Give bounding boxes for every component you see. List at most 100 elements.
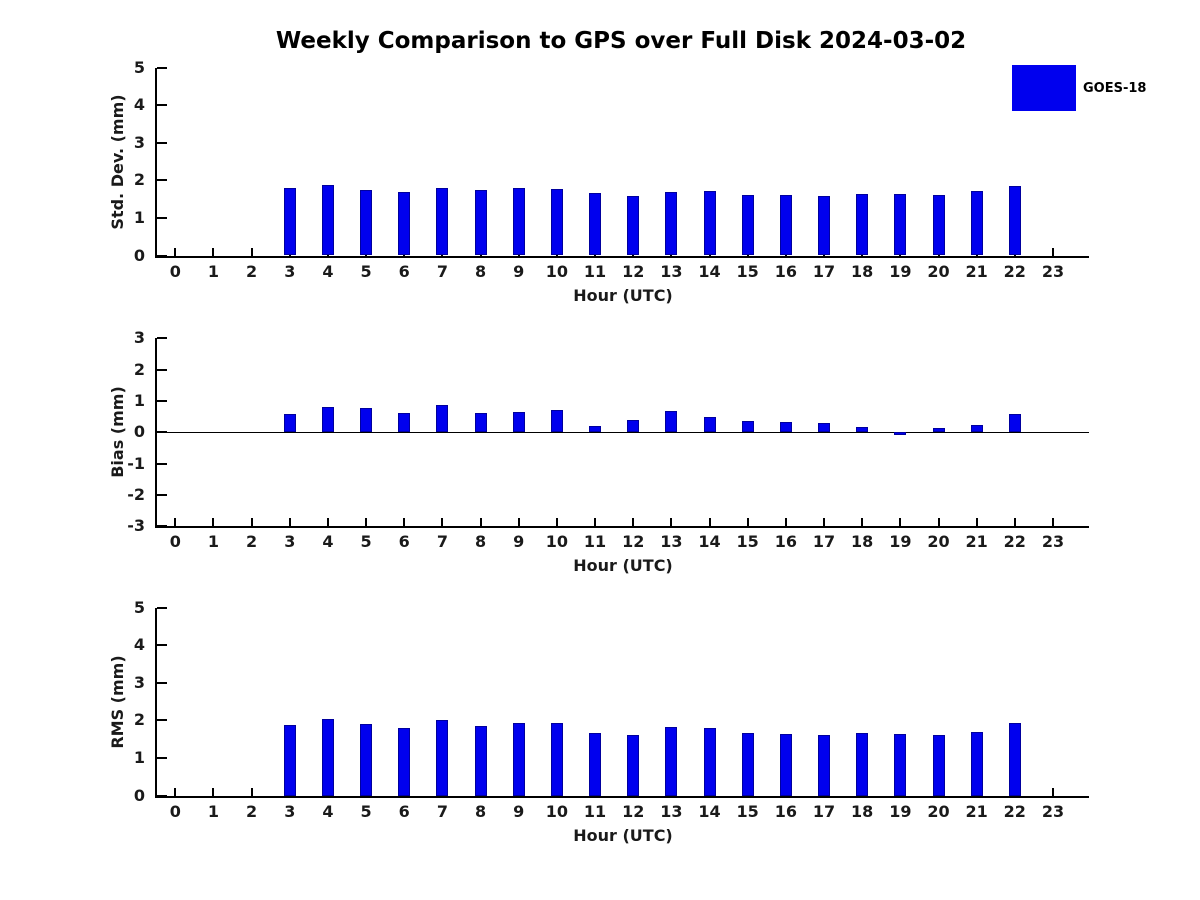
x-tick-mark (212, 247, 215, 256)
x-tick-label: 17 (812, 261, 836, 281)
bar-hour-22 (1008, 185, 1021, 256)
x-tick-mark (1013, 518, 1016, 527)
x-tick-mark (326, 518, 329, 527)
x-tick-label: 21 (965, 801, 988, 821)
y-tick-label: 2 (133, 710, 145, 730)
y-tick-label: 0 (133, 422, 145, 442)
y-tick-label: 3 (133, 328, 145, 348)
x-tick-label: 11 (583, 801, 607, 821)
x-tick-label: 15 (736, 801, 759, 821)
x-tick-mark (1051, 518, 1054, 527)
bar-hour-5 (360, 408, 373, 433)
x-tick-label: 23 (1041, 261, 1065, 281)
bar-hour-18 (856, 733, 869, 796)
bar-hour-5 (360, 723, 373, 796)
bar-hour-15 (741, 733, 754, 796)
bar-hour-3 (283, 725, 296, 796)
x-tick-label: 17 (812, 532, 836, 552)
x-tick-label: 14 (698, 801, 721, 821)
x-tick-label: 16 (774, 801, 797, 821)
x-tick-mark (250, 518, 253, 527)
x-tick-label: 7 (436, 801, 448, 821)
y-tick-mark (157, 719, 167, 722)
bar-hour-8 (474, 412, 487, 433)
x-tick-label: 15 (736, 261, 759, 281)
x-tick-label: 0 (169, 801, 181, 821)
x-tick-label: 5 (360, 261, 372, 281)
x-tick-mark (746, 518, 749, 527)
bar-hour-6 (398, 728, 411, 796)
x-tick-mark (861, 518, 864, 527)
x-tick-label: 13 (660, 532, 683, 552)
bar-hour-22 (1008, 414, 1021, 433)
x-tick-label: 9 (513, 532, 525, 552)
y-tick-label: 3 (133, 132, 145, 152)
x-tick-label: 8 (475, 261, 487, 281)
x-tick-label: 9 (513, 801, 525, 821)
x-tick-mark (784, 518, 787, 527)
bar-hour-21 (970, 731, 983, 796)
y-tick-mark (157, 794, 167, 797)
bar-hour-6 (398, 412, 411, 433)
y-tick-mark (157, 141, 167, 144)
bar-hour-9 (512, 723, 525, 796)
bar-hour-9 (512, 411, 525, 433)
x-tick-label: 6 (398, 261, 410, 281)
x-tick-label: 22 (1003, 532, 1026, 552)
y-tick-mark (157, 525, 167, 528)
bar-hour-11 (589, 425, 602, 433)
x-tick-mark (288, 518, 291, 527)
x-tick-label: 20 (927, 532, 950, 552)
bar-hour-12 (627, 195, 640, 256)
x-tick-label: 6 (398, 532, 410, 552)
subplot-bias-mm: -3 -2 -1 0 1 2 3 0 1 2 3 4 5 6 7 8 9 10 11 12 13 14 15 16 17 18 19… (127, 330, 1089, 575)
x-tick-label: 18 (851, 532, 874, 552)
x-tick-label: 9 (513, 261, 525, 281)
bar-hour-17 (818, 196, 831, 256)
bar-hour-8 (474, 725, 487, 796)
x-tick-mark (517, 518, 520, 527)
x-tick-label: 3 (284, 532, 296, 552)
x-tick-mark (937, 518, 940, 527)
y-tick-label: 1 (133, 748, 145, 768)
bar-hour-5 (360, 190, 373, 256)
bar-hour-10 (550, 723, 563, 796)
x-tick-label: 5 (360, 532, 372, 552)
x-tick-mark (441, 518, 444, 527)
bar-hour-9 (512, 188, 525, 256)
y-tick-label: 1 (133, 390, 145, 410)
x-tick-label: 17 (812, 801, 836, 821)
bar-hour-7 (436, 188, 449, 256)
bar-hour-8 (474, 190, 487, 256)
x-tick-mark (212, 518, 215, 527)
y-tick-mark (157, 337, 167, 340)
bar-hour-19 (894, 734, 907, 796)
bar-hour-11 (589, 193, 602, 256)
x-tick-label: 2 (246, 801, 258, 821)
x-tick-mark (594, 518, 597, 527)
bar-hour-22 (1008, 722, 1021, 796)
x-tick-mark (174, 247, 177, 256)
x-tick-label: 11 (583, 261, 607, 281)
bar-hour-18 (856, 194, 869, 256)
y-tick-mark (157, 644, 167, 647)
x-tick-label: 22 (1003, 261, 1026, 281)
y-tick-label: 5 (133, 57, 145, 77)
x-tick-mark (403, 518, 406, 527)
y-tick-label: 2 (133, 359, 145, 379)
x-tick-mark (708, 518, 711, 527)
x-tick-label: 13 (660, 801, 683, 821)
bar-hour-7 (436, 720, 449, 796)
x-tick-label: 16 (774, 261, 797, 281)
x-tick-label: 12 (622, 261, 645, 281)
x-tick-mark (670, 518, 673, 527)
bar-hour-16 (779, 194, 792, 256)
bar-hour-18 (856, 426, 869, 433)
bar-hour-15 (741, 194, 754, 256)
bar-hour-3 (283, 414, 296, 433)
bar-hour-16 (779, 421, 792, 433)
x-tick-label: 2 (246, 261, 258, 281)
x-tick-mark (174, 518, 177, 527)
bar-hour-12 (627, 419, 640, 433)
